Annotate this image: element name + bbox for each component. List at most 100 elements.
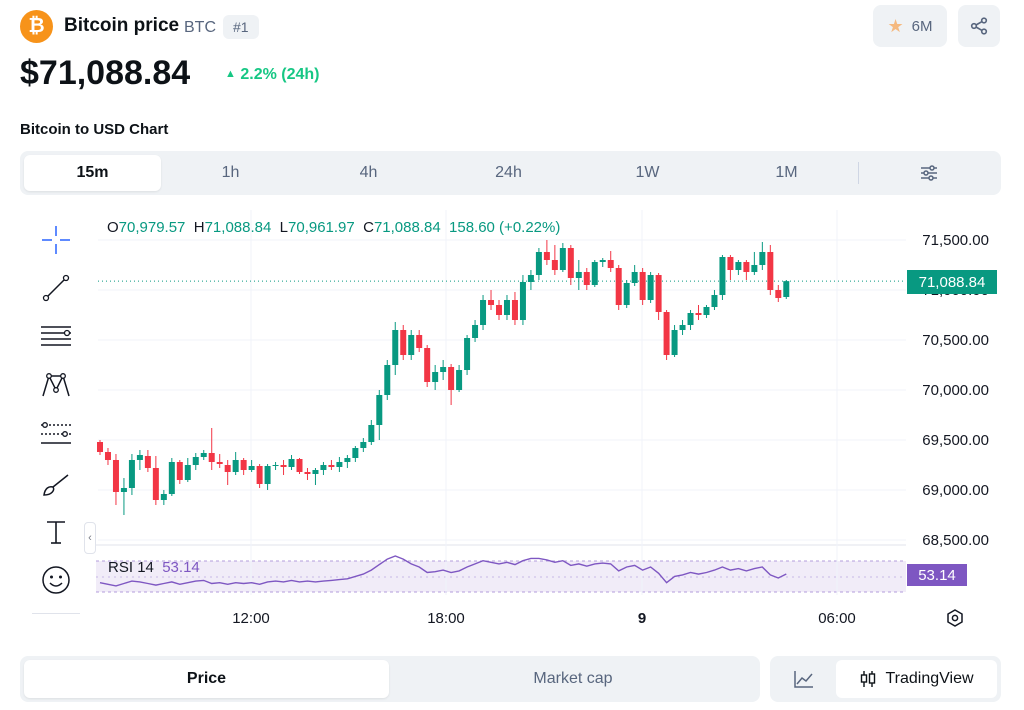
fib-retracement-icon [41,326,71,346]
candle-body [216,462,223,464]
tab-market-cap[interactable]: Market cap [533,670,613,687]
candle [599,258,606,267]
candle [304,468,311,480]
candle [631,265,638,286]
timeframe-selector: 15m 1h 4h 24h 1W 1M [20,151,1001,195]
close-label: C [363,219,374,236]
candle [232,452,239,475]
timeframe-tab-1w[interactable]: 1W [635,164,660,181]
share-button[interactable] [958,5,1000,47]
candle-body [392,330,399,365]
candle-body [432,372,439,382]
candle [567,245,574,285]
candle [216,454,223,468]
timeframe-tab-1m[interactable]: 1M [775,164,798,181]
candle [679,320,686,335]
prediction-tool[interactable] [34,414,78,454]
candle [176,460,183,484]
candle-body [304,472,311,474]
bitcoin-logo-icon: ₿ [20,10,53,43]
candle-body [176,462,183,480]
brush-tool[interactable] [34,463,78,503]
axis-settings-icon [947,609,963,627]
tradingview-button[interactable]: TradingView [836,660,997,698]
candle-body [711,295,718,307]
fib-retracement-tool[interactable] [34,316,78,356]
y-axis-tick-label: 71,500.00 [922,232,989,249]
candle-body [296,459,303,472]
emoji-tool[interactable] [34,560,78,600]
candle [711,290,718,310]
chart-settings-button[interactable] [915,159,943,187]
candle-body [360,442,367,448]
candle [607,251,614,272]
candle-body [599,260,606,262]
candle [328,460,335,470]
candle-body [376,395,383,425]
candle-body [136,455,143,460]
candle [440,360,447,380]
coin-symbol: BTC [184,19,216,36]
candle [336,457,343,472]
candle-body [208,453,215,462]
collapse-toolbar-button[interactable]: ‹ [84,522,96,554]
candle-body [248,466,255,470]
text-tool[interactable] [34,512,78,552]
candle [400,325,407,360]
crosshair-tool[interactable] [34,220,78,260]
candle-body [256,466,263,484]
candle-body [631,272,638,283]
candle-body [671,330,678,355]
line-chart-button[interactable] [778,660,830,698]
timeframe-tab-24h[interactable]: 24h [495,164,522,181]
candle-body [679,325,686,330]
candle [224,460,231,485]
candle-body [551,260,558,270]
high-value: 71,088.84 [204,219,272,236]
caret-up-icon: ▲ [225,68,236,80]
candle-body [280,465,287,467]
candle-body [168,462,175,494]
candle [615,265,622,310]
watchlist-button[interactable]: ★ 6M [873,5,947,47]
tab-price[interactable]: Price [24,660,389,698]
axis-settings-button[interactable] [943,606,967,630]
timeframe-tab-1h[interactable]: 1h [221,164,240,181]
toolbar-divider [32,613,80,614]
price-change: ▲ 2.2% (24h) [225,66,319,84]
candle-body [97,442,103,452]
chart-title: Bitcoin to USD Chart [20,121,169,138]
timeframe-tab-4h[interactable]: 4h [359,164,378,181]
timeframe-tab-15m[interactable]: 15m [24,155,161,191]
candle-change-value: 158.60 (+0.22%) [449,219,561,236]
candle [432,365,439,390]
candle-body [519,282,526,320]
candle [136,450,143,470]
ohlc-legend: O70,979.57 H71,088.84 L70,961.97 C71,088… [107,219,560,236]
candle-body [152,468,159,500]
candle-body [775,290,782,298]
candle [384,360,391,400]
divider [858,162,859,184]
candle [703,305,710,318]
rsi-legend-value: 53.14 [162,559,200,576]
x-axis-tick-label: 9 [638,610,646,627]
candle-body [120,488,127,492]
candle-body [703,307,710,315]
candle-body [719,257,726,295]
candle [272,462,279,470]
candle [240,458,247,475]
pattern-tool[interactable] [34,365,78,405]
trend-line-tool[interactable] [34,268,78,308]
candle [160,490,167,505]
candle [575,260,582,290]
candle-body [607,260,614,268]
candle-body [559,248,566,270]
candle [208,428,215,470]
candle [97,440,103,455]
candle [719,255,726,300]
rsi-period: 14 [137,559,154,576]
candle [248,460,255,472]
high-label: H [193,219,205,236]
